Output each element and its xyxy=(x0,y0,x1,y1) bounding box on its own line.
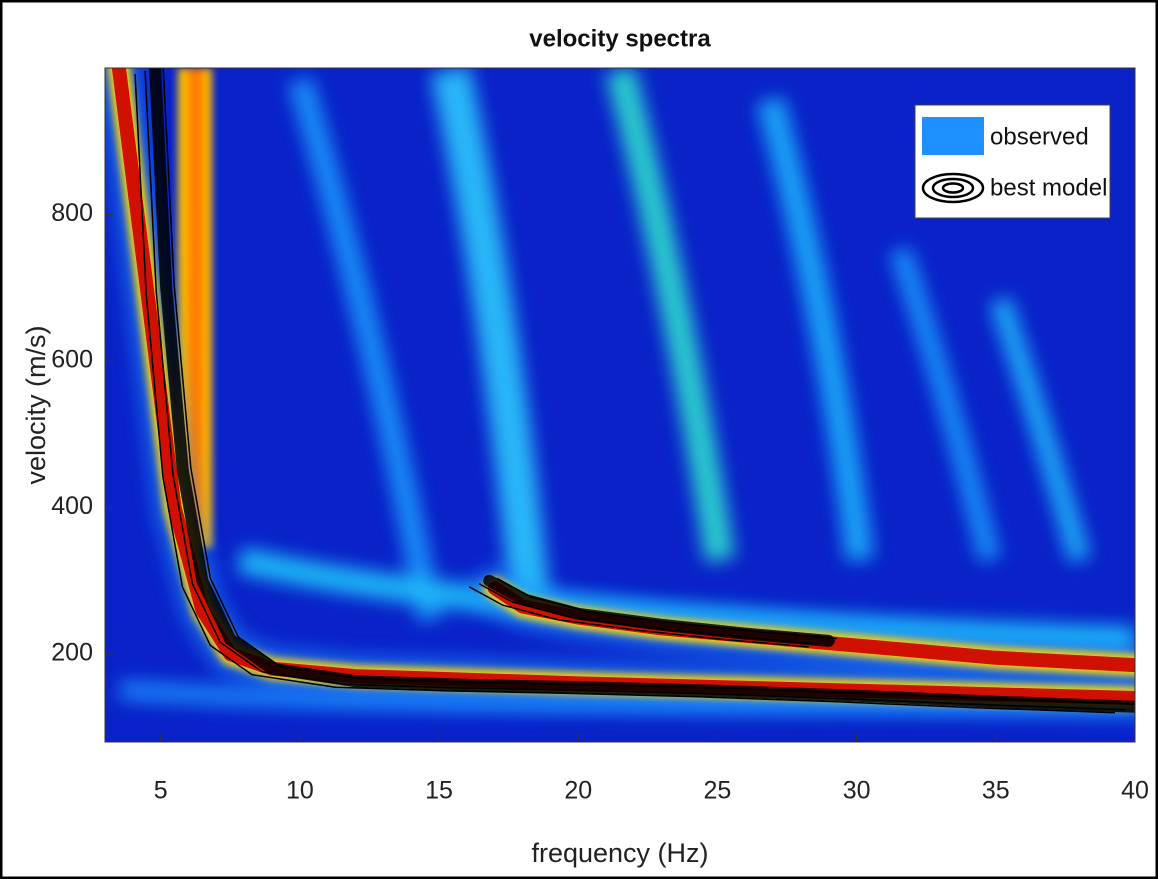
y-tick-label: 600 xyxy=(51,346,93,374)
y-tick-label: 800 xyxy=(51,199,93,227)
y-axis-label: velocity (m/s) xyxy=(21,325,51,484)
legend: observed best model xyxy=(914,104,1111,219)
x-tick-label: 15 xyxy=(425,777,453,805)
model-contour-ring xyxy=(144,70,1126,711)
y-tick-label: 200 xyxy=(51,639,93,667)
legend-swatch xyxy=(922,117,984,155)
legend-label: observed xyxy=(990,123,1089,150)
x-tick-label: 25 xyxy=(704,777,732,805)
x-tick-label: 10 xyxy=(286,777,314,805)
y-tick-label: 400 xyxy=(51,492,93,520)
legend-contour xyxy=(941,182,965,194)
plot-border xyxy=(104,67,1136,743)
x-axis-label: frequency (Hz) xyxy=(531,838,708,868)
x-tick-label: 40 xyxy=(1121,777,1149,805)
model-contour-ring xyxy=(134,73,1116,714)
legend-label: best model xyxy=(990,174,1107,201)
x-tick-label: 35 xyxy=(982,777,1010,805)
curves xyxy=(105,68,1135,720)
legend-contour xyxy=(921,172,985,204)
model-contour-ring xyxy=(162,68,1135,705)
model-contour xyxy=(149,68,1135,713)
chart-title: velocity spectra xyxy=(529,25,711,52)
x-tick-label: 30 xyxy=(843,777,871,805)
x-tick-label: 20 xyxy=(564,777,592,805)
x-tick-label: 5 xyxy=(154,777,168,805)
legend-contour xyxy=(931,177,975,199)
